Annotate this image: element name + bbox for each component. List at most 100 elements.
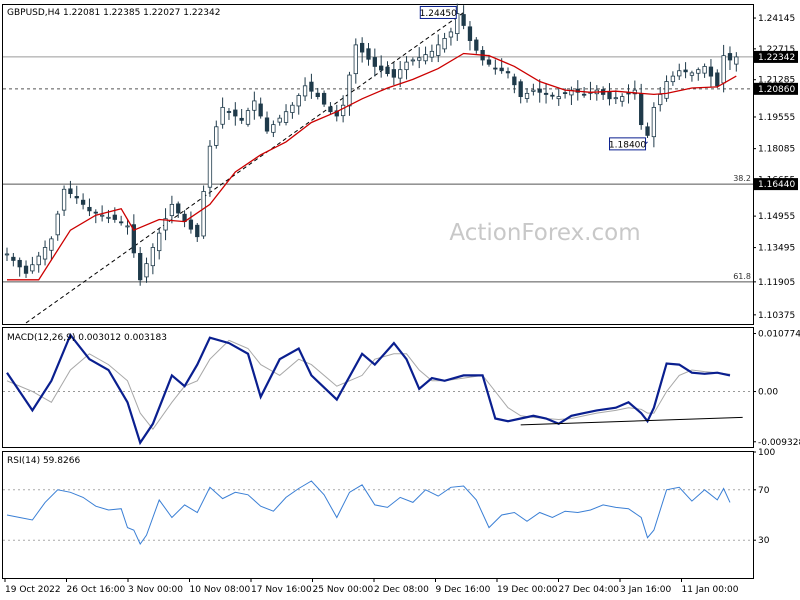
- candle-body: [543, 92, 549, 95]
- candle-body: [119, 221, 124, 224]
- candle-body: [283, 111, 289, 123]
- macd-tick-label: 0.010774: [758, 330, 800, 340]
- price-tick-label: 1.22715: [758, 45, 795, 55]
- price-tick-label: 1.13495: [758, 244, 795, 254]
- candle-body: [391, 69, 396, 78]
- candle-body: [410, 59, 416, 62]
- macd-axis: 0.010774 0.00 -0.009328: [753, 330, 800, 448]
- candle-body: [670, 75, 676, 83]
- candle-body: [157, 232, 162, 252]
- candle-body: [245, 110, 251, 125]
- candle-body: [169, 203, 175, 217]
- price-annotations: 1.24450 1.18400: [420, 5, 648, 151]
- candle-body: [239, 117, 244, 121]
- candle-body: [176, 203, 181, 214]
- x-tick-label: 27 Dec 04:00: [559, 585, 620, 595]
- candle-body: [17, 259, 22, 268]
- candle-body: [55, 213, 60, 236]
- candle-body: [404, 61, 409, 71]
- candle-body: [448, 31, 454, 38]
- price-tick-label: 1.10375: [758, 311, 795, 321]
- fib-label: 61.8: [733, 272, 751, 281]
- time-axis: 19 Oct 2022 26 Oct 16:00 3 Nov 00:00 10 Nov…: [4, 578, 739, 595]
- price-panel-title: GBPUSD,H4 1.22081 1.22385 1.22027 1.2234…: [7, 8, 220, 18]
- candle-body: [518, 81, 523, 98]
- candle-body: [207, 145, 213, 188]
- candle-body: [689, 72, 695, 76]
- candle-body: [537, 88, 542, 93]
- candle-body: [613, 97, 618, 100]
- candle-body: [651, 106, 657, 138]
- candle-body: [677, 70, 682, 77]
- candle-body: [150, 247, 156, 267]
- candle-body: [556, 96, 561, 100]
- candle-body: [264, 117, 270, 132]
- candle-body: [436, 44, 441, 56]
- candle-body: [562, 92, 568, 94]
- candle-body: [340, 104, 346, 117]
- candle-body: [302, 85, 308, 97]
- x-tick-label: 19 Dec 00:00: [497, 585, 558, 595]
- price-panel-frame: [2, 4, 754, 325]
- candle-body: [252, 100, 257, 111]
- candle-body: [258, 103, 263, 117]
- x-tick-label: 11 Jan 00:00: [682, 585, 739, 595]
- candle-body: [455, 13, 460, 35]
- rsi-panel-frame: [2, 451, 754, 579]
- candle-body: [658, 94, 663, 106]
- candle-body: [131, 224, 136, 254]
- candle-body: [486, 59, 492, 65]
- candle-body: [80, 199, 86, 205]
- candle-body: [99, 214, 105, 217]
- price-tick-label: 1.11905: [758, 278, 795, 288]
- candle-body: [620, 96, 625, 102]
- candle-body: [353, 44, 358, 75]
- candle-body: [474, 39, 479, 51]
- price-tick-label: 1.14955: [758, 212, 795, 222]
- candle-body: [721, 55, 726, 84]
- candle-body: [512, 76, 517, 86]
- macd-line: [6, 332, 731, 446]
- candle-body: [87, 206, 92, 212]
- price-tick-label: 1.19555: [758, 113, 795, 123]
- candle-body: [315, 92, 320, 98]
- candle-body: [664, 81, 669, 99]
- rsi-panel-title: RSI(14) 59.8266: [7, 456, 80, 466]
- price-level-label-box: [754, 82, 798, 95]
- candle-body: [461, 14, 466, 26]
- candle-body: [715, 72, 720, 87]
- candle-body: [645, 126, 650, 136]
- candle-body: [632, 89, 637, 95]
- trendline: [25, 12, 464, 324]
- candle-body: [195, 224, 200, 238]
- candle-body: [334, 110, 339, 117]
- candle-body: [505, 71, 511, 74]
- candle-body: [144, 263, 149, 278]
- price-annotation-label: 1.24450: [420, 9, 457, 19]
- price-axis: 1.241451.227151.212851.195551.180851.166…: [753, 14, 798, 321]
- candle-body: [366, 48, 371, 60]
- price-levels: 38.2 61.8: [3, 56, 753, 283]
- candle-body: [68, 188, 73, 194]
- candle-body: [581, 93, 587, 96]
- x-tick-label: 9 Dec 16:00: [436, 585, 491, 595]
- macd-tick-label: -0.009328: [758, 438, 800, 448]
- candle-body: [493, 67, 498, 70]
- candle-body: [49, 238, 54, 251]
- price-tick-label: 1.21285: [758, 76, 795, 86]
- candle-body: [309, 81, 314, 92]
- candle-body: [727, 53, 733, 61]
- rsi-tick-label: 70: [758, 486, 770, 496]
- candle-body: [607, 91, 612, 100]
- macd-signal-line: [6, 339, 731, 431]
- candle-body: [524, 92, 530, 99]
- candle-body: [372, 57, 377, 67]
- candle-body: [163, 218, 168, 231]
- candle-body: [398, 69, 403, 79]
- watermark: ActionForex.com: [449, 220, 640, 246]
- candle-body: [296, 95, 301, 107]
- candle-body: [61, 188, 67, 211]
- price-trendline: [25, 12, 464, 324]
- x-tick-label: 10 Nov 08:00: [190, 585, 251, 595]
- candle-body: [214, 126, 219, 146]
